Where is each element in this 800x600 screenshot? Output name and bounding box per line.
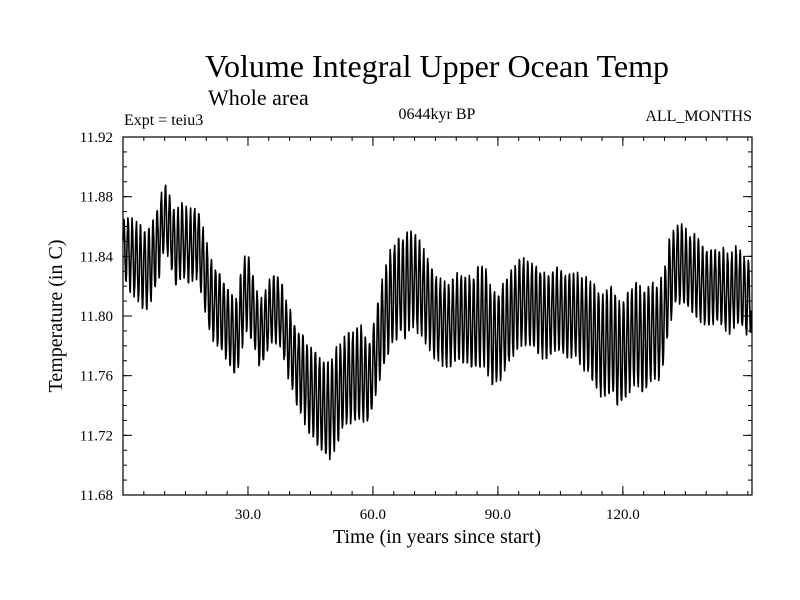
y-tick-label: 11.80	[80, 309, 113, 325]
x-axis-title: Time (in years since start)	[333, 526, 541, 548]
y-tick-label: 11.76	[80, 369, 114, 385]
y-tick-label: 11.88	[80, 190, 113, 206]
chart-title: Volume Integral Upper Ocean Temp	[205, 48, 669, 84]
chart-subtitle: Whole area	[208, 85, 309, 110]
x-tick-label: 120.0	[606, 507, 640, 523]
y-axis-title: Temperature (in C)	[45, 240, 67, 393]
experiment-label: Expt = teiu3	[124, 112, 203, 129]
series-group	[122, 184, 753, 461]
x-tick-label: 60.0	[360, 507, 386, 523]
axis-ticks	[123, 136, 752, 496]
axis-tick-labels: 11.68 11.72 11.76 11.80 11.84 11.88 11.92 30.0 6…	[80, 130, 640, 523]
y-tick-label: 11.72	[80, 428, 113, 444]
y-tick-label: 11.92	[80, 130, 113, 146]
period-label: 0644kyr BP	[399, 106, 476, 123]
y-tick-label: 11.68	[80, 488, 113, 504]
months-label: ALL_MONTHS	[645, 108, 752, 125]
x-tick-label: 30.0	[235, 507, 261, 523]
y-tick-label: 11.84	[80, 249, 114, 265]
series-line-temperature	[122, 184, 753, 461]
x-tick-label: 90.0	[485, 507, 511, 523]
